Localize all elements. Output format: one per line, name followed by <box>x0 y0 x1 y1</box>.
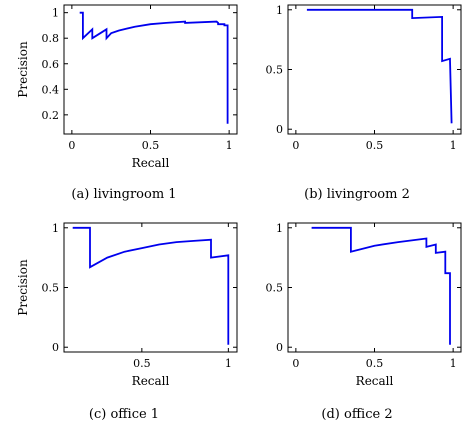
y-axis-label: Precision <box>16 41 30 98</box>
x-tick-label: 0 <box>68 139 75 152</box>
x-tick-label: 0.5 <box>366 139 384 152</box>
y-tick-label: 0 <box>276 123 283 136</box>
plot-frame <box>287 222 462 353</box>
y-tick-label: 0 <box>276 341 283 354</box>
y-tick-label: 0.2 <box>42 109 60 122</box>
precision-recall-curve <box>311 226 451 345</box>
subfigure-caption: (b) livingroom 2 <box>304 187 410 202</box>
plot-frame <box>287 4 462 135</box>
x-tick-label: 1 <box>225 357 232 370</box>
chart-panel-1: 0 0.5 1 0.2 0.4 0.6 0.8 1 Recall Precision (a) liv… <box>16 4 238 202</box>
x-tick-label: 0.5 <box>142 139 160 152</box>
x-tick-label: 0 <box>292 357 299 370</box>
y-tick-label: 0.5 <box>42 282 60 295</box>
x-tick-label: 0.5 <box>133 357 151 370</box>
y-tick-label: 1 <box>276 222 283 235</box>
x-tick-label: 1 <box>226 139 233 152</box>
precision-recall-curve <box>306 8 453 124</box>
chart-panel-2: 0 0.5 1 0 0.5 1 (b) livingroom 2 <box>266 4 462 202</box>
y-tick-label: 1 <box>276 4 283 17</box>
subfigure-caption: (a) livingroom 1 <box>71 187 176 202</box>
subfigure-caption: (d) office 2 <box>321 407 392 422</box>
x-tick-label: 1 <box>450 139 457 152</box>
y-tick-label: 0 <box>52 341 59 354</box>
precision-recall-curve <box>79 11 229 124</box>
x-tick-label: 0.5 <box>366 357 384 370</box>
x-axis-label: Recall <box>132 374 170 388</box>
y-tick-label: 1 <box>52 222 59 235</box>
x-tick-label: 1 <box>450 357 457 370</box>
x-axis-label: Recall <box>356 374 394 388</box>
chart-panel-3: 0.5 1 0 0.5 1 Recall Precision (c) office 1 <box>16 222 238 422</box>
y-tick-label: 0.4 <box>42 83 60 96</box>
chart-panel-4: 0 0.5 1 0 0.5 1 Recall (d) office 2 <box>266 222 462 422</box>
subfigure-caption: (c) office 1 <box>89 407 159 422</box>
x-axis-label: Recall <box>132 156 170 170</box>
y-tick-label: 0.5 <box>266 282 284 295</box>
y-tick-label: 0.6 <box>42 58 60 71</box>
y-axis-label: Precision <box>16 259 30 316</box>
x-tick-label: 0 <box>292 139 299 152</box>
y-tick-label: 0.8 <box>42 32 60 45</box>
precision-recall-curve <box>72 226 230 345</box>
y-tick-label: 1 <box>52 7 59 20</box>
y-tick-label: 0.5 <box>266 64 284 77</box>
